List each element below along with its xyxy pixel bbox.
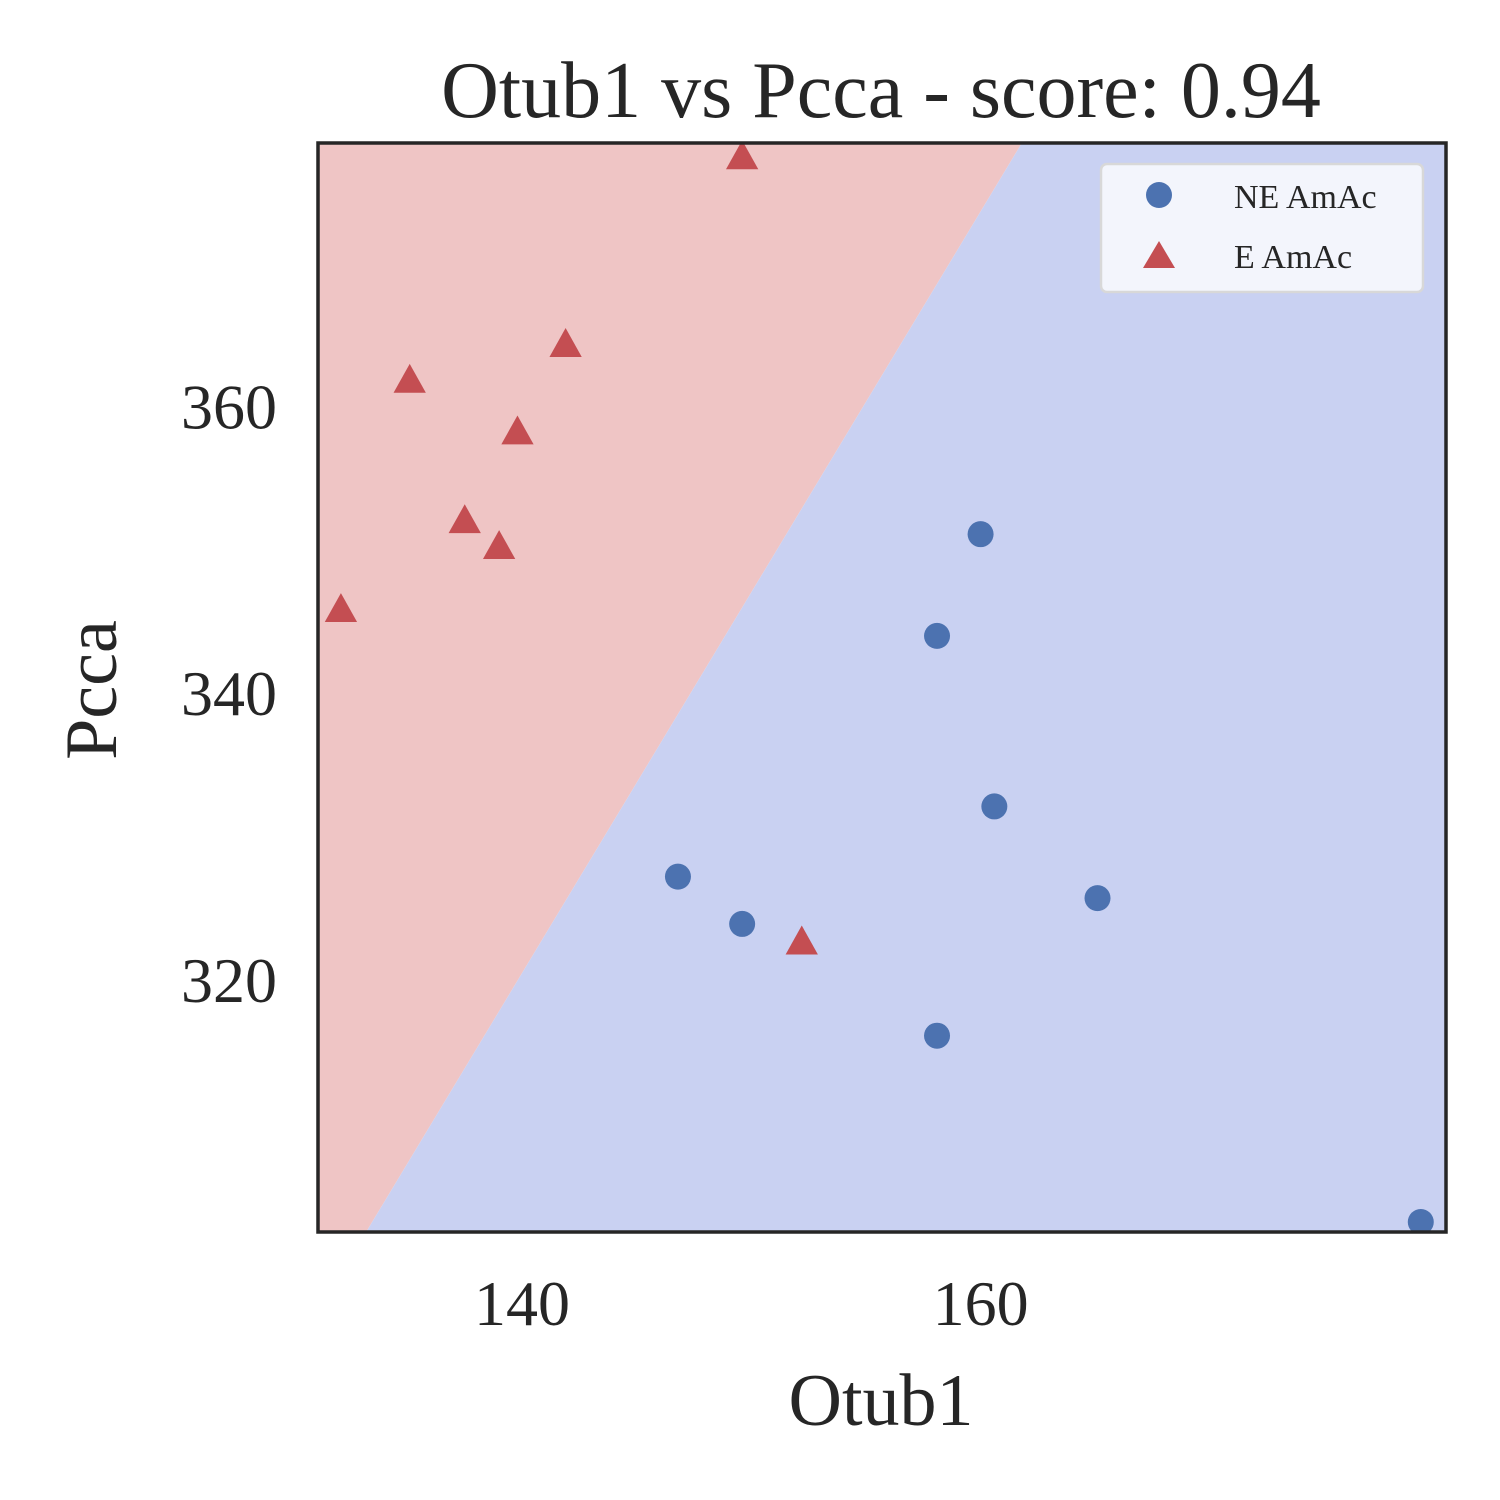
legend-label-e-amac: E AmAc <box>1234 239 1352 276</box>
plot-frame <box>316 141 1448 1234</box>
point-ne-amac-2 <box>924 1022 951 1049</box>
point-ne-amac-7 <box>1407 1208 1434 1232</box>
point-ne-amac-4 <box>967 521 994 548</box>
data-points <box>324 143 1434 1232</box>
y-tick-label-2: 360 <box>181 372 277 443</box>
x-tick-label-1: 160 <box>933 1268 1029 1339</box>
point-ne-amac-3 <box>924 622 951 649</box>
x-axis-ticks: 140 160 <box>474 1268 1029 1339</box>
point-e-amac-5 <box>549 328 582 357</box>
point-e-amac-6 <box>725 143 759 170</box>
region-ne-amac <box>366 143 1446 1232</box>
point-ne-amac-0 <box>664 863 691 890</box>
plot-area <box>318 143 1446 1232</box>
x-tick-label-0: 140 <box>474 1268 570 1339</box>
legend-marker-ne-amac <box>1146 182 1172 208</box>
point-ne-amac-1 <box>729 910 756 937</box>
legend-box <box>1099 162 1425 294</box>
y-axis-ticks: 320 340 360 <box>181 372 277 1016</box>
chart-title: Otub1 vs Pcca - score: 0.94 <box>441 47 1321 135</box>
x-axis-label: Otub1 <box>789 1360 974 1442</box>
point-ne-amac-6 <box>1084 885 1111 912</box>
point-e-amac-3 <box>482 530 516 559</box>
point-e-amac-4 <box>501 415 534 445</box>
point-e-amac-1 <box>393 363 426 393</box>
y-axis-label: Pcca <box>51 620 133 760</box>
y-tick-label-0: 320 <box>181 945 277 1016</box>
point-e-amac-7 <box>785 925 818 955</box>
point-e-amac-0 <box>324 593 358 623</box>
legend-label-ne-amac: NE AmAc <box>1234 179 1377 216</box>
legend: NE AmAc E AmAc <box>1099 162 1425 294</box>
legend-marker-e-amac <box>1143 241 1175 268</box>
region-e-amac <box>318 143 1022 1232</box>
point-ne-amac-5 <box>981 793 1008 820</box>
y-tick-label-1: 340 <box>181 658 277 729</box>
point-e-amac-2 <box>448 504 481 534</box>
